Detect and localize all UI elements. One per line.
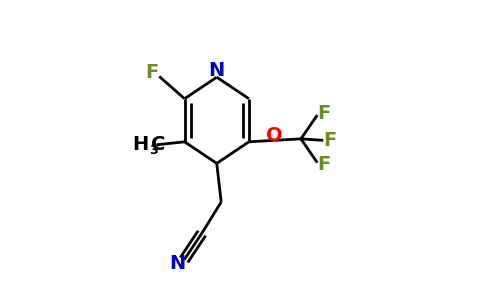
Text: O: O [266,126,283,146]
Text: F: F [145,63,158,82]
Text: N: N [169,254,186,273]
Text: F: F [317,104,331,123]
Text: N: N [209,61,225,80]
Text: C: C [151,135,166,154]
Text: F: F [317,154,331,174]
Text: 3: 3 [150,144,158,157]
Text: H: H [132,135,148,154]
Text: F: F [323,131,336,150]
